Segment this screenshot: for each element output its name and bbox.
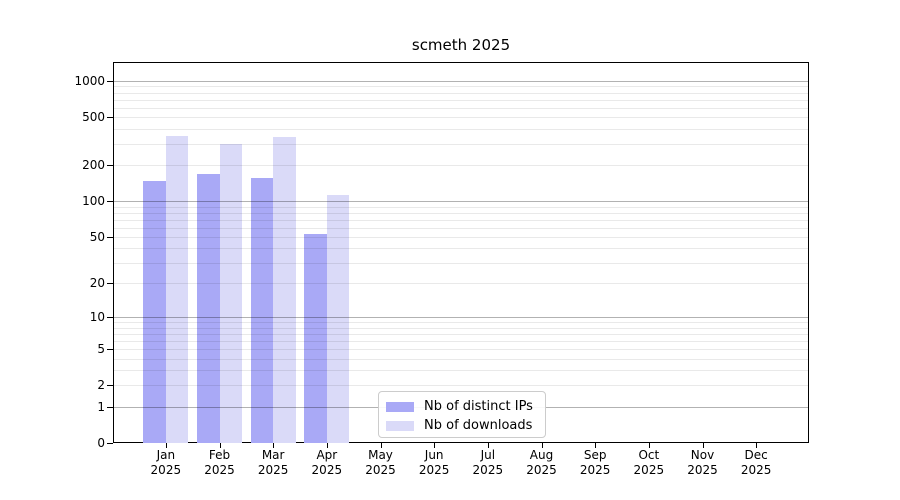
x-tick-label: Aug 2025 <box>526 448 557 477</box>
bar-distinct-ips <box>304 233 327 443</box>
bar-downloads <box>326 195 350 443</box>
y-tick-label: 10 <box>89 310 105 325</box>
gridline-minor <box>114 117 808 119</box>
y-tick <box>107 385 113 387</box>
gridline-major <box>114 80 808 82</box>
gridline-minor <box>114 283 808 285</box>
gridline-minor <box>114 92 808 94</box>
y-tick-label: 50 <box>89 229 105 244</box>
gridline-minor <box>114 128 808 130</box>
legend-swatch-downloads <box>386 420 414 431</box>
y-tick <box>107 236 113 238</box>
y-tick <box>107 317 113 319</box>
x-tick <box>165 443 167 448</box>
x-tick <box>434 443 436 448</box>
gridline-minor <box>114 385 808 387</box>
gridline-minor <box>114 322 808 324</box>
y-tick-label: 20 <box>89 276 105 291</box>
x-tick-label: Oct 2025 <box>633 448 665 477</box>
x-tick-label: Dec 2025 <box>740 448 772 477</box>
x-tick-label: Jul 2025 <box>472 448 504 477</box>
bar-downloads <box>219 143 242 443</box>
x-tick <box>487 443 489 448</box>
x-tick <box>326 443 328 448</box>
gridline-minor <box>114 263 808 264</box>
bar-distinct-ips <box>250 177 274 443</box>
x-tick <box>702 443 704 448</box>
gridline-minor <box>114 165 808 167</box>
gridline-minor <box>114 206 808 208</box>
gridline-minor <box>114 327 808 329</box>
x-tick <box>648 443 650 448</box>
gridline-minor <box>114 212 808 214</box>
legend-label-downloads: Nb of downloads <box>424 418 533 433</box>
y-tick <box>107 201 113 203</box>
x-tick <box>756 443 758 448</box>
legend-label-distinct-ips: Nb of distinct IPs <box>424 399 533 414</box>
bar-downloads <box>165 135 189 443</box>
gridline-minor <box>114 370 808 372</box>
x-tick <box>541 443 543 448</box>
gridline-minor <box>114 99 808 101</box>
gridline-minor <box>114 248 808 250</box>
x-tick-label: Feb 2025 <box>204 448 235 477</box>
x-tick <box>219 443 221 448</box>
gridline-major <box>114 201 808 203</box>
x-tick-label: Mar 2025 <box>257 448 289 477</box>
x-tick-label: Jun 2025 <box>418 448 450 477</box>
legend: Nb of distinct IPs Nb of downloads <box>378 391 546 438</box>
x-tick <box>595 443 597 448</box>
y-tick <box>107 349 113 351</box>
x-tick <box>380 443 382 448</box>
y-tick <box>107 80 113 82</box>
y-tick <box>107 283 113 285</box>
y-tick <box>107 117 113 119</box>
gridline-minor <box>114 227 808 229</box>
y-tick <box>107 443 113 444</box>
y-tick <box>107 165 113 167</box>
gridline-minor <box>114 358 808 360</box>
x-tick-label: Nov 2025 <box>687 448 718 477</box>
bar-distinct-ips <box>197 174 220 443</box>
gridline-minor <box>114 86 808 88</box>
gridline-minor <box>114 334 808 335</box>
gridline-minor <box>114 349 808 351</box>
y-tick <box>107 406 113 408</box>
gridline-minor <box>114 143 808 145</box>
y-tick-label: 500 <box>82 110 105 125</box>
legend-swatch-distinct-ips <box>386 401 414 412</box>
y-tick-label: 1 <box>97 399 105 414</box>
legend-row-downloads: Nb of downloads <box>379 416 545 435</box>
x-tick-label: Sep 2025 <box>579 448 611 477</box>
y-tick-label: 0 <box>97 436 105 450</box>
gridline-minor <box>114 219 808 221</box>
y-tick-label: 100 <box>82 194 105 209</box>
gridline-minor <box>114 107 808 109</box>
y-tick-label: 200 <box>82 158 105 173</box>
x-tick <box>273 443 275 448</box>
x-tick-label: May 2025 <box>365 448 396 477</box>
y-tick-label: 5 <box>97 342 105 357</box>
bar-distinct-ips <box>143 181 166 443</box>
gridline-minor <box>114 341 808 342</box>
legend-row-distinct-ips: Nb of distinct IPs <box>379 397 545 416</box>
y-tick-label: 2 <box>97 378 105 393</box>
gridline-minor <box>114 236 808 238</box>
x-tick-label: Apr 2025 <box>311 448 343 477</box>
y-tick-label: 1000 <box>74 73 105 88</box>
gridline-major <box>114 317 808 319</box>
x-tick-label: Jan 2025 <box>150 448 182 477</box>
chart-title: scmeth 2025 <box>411 36 511 54</box>
bar-downloads <box>273 137 296 443</box>
